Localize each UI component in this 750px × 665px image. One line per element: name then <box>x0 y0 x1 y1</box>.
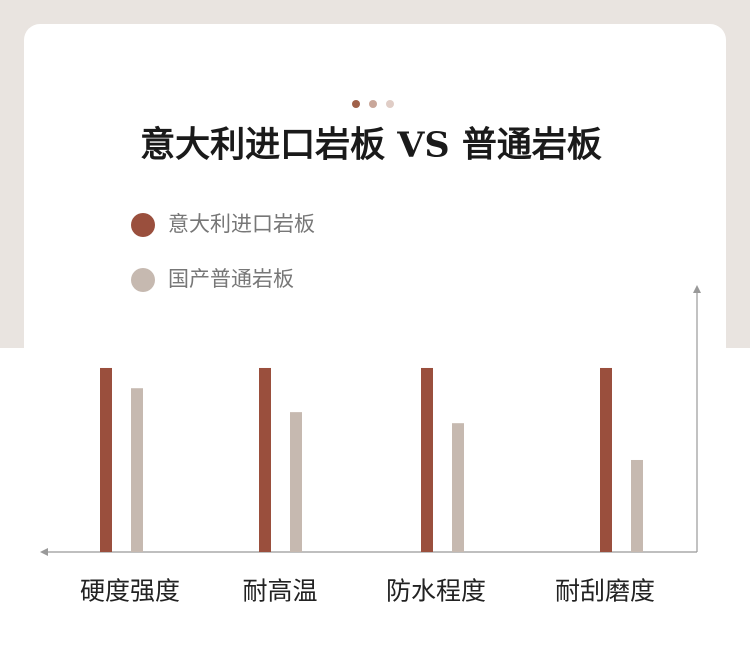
bar <box>100 367 112 552</box>
legend-swatch <box>131 268 155 292</box>
bar <box>131 388 143 552</box>
dot <box>352 100 360 108</box>
lower-area <box>0 348 750 665</box>
x-tick-label: 防水程度 <box>386 577 486 606</box>
axis-arrow <box>40 548 48 556</box>
x-tick-label: 硬度强度 <box>80 577 180 606</box>
bar <box>452 423 464 552</box>
bar <box>290 412 302 552</box>
bar <box>421 367 433 552</box>
bar <box>631 459 643 552</box>
legend-label: 国产普通岩板 <box>168 267 294 291</box>
axis-arrow <box>693 285 701 293</box>
x-tick-label: 耐高温 <box>242 577 317 606</box>
x-tick-label: 耐刮磨度 <box>555 577 655 606</box>
legend-label: 意大利进口岩板 <box>168 212 315 236</box>
bar <box>600 367 612 552</box>
chart-title: 意大利进口岩板 VS 普通岩板 <box>140 125 602 166</box>
dot <box>369 100 377 108</box>
dot <box>386 100 394 108</box>
bar <box>259 367 271 552</box>
legend-swatch <box>131 213 155 237</box>
card <box>24 24 726 424</box>
